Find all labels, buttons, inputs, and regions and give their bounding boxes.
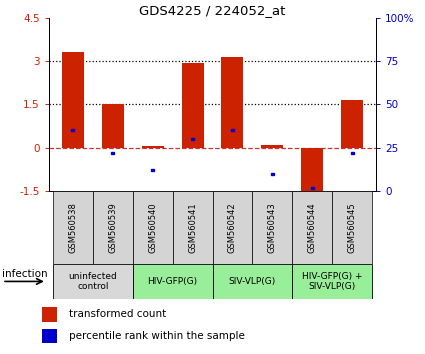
Bar — [53, 191, 93, 264]
Bar — [173, 191, 212, 264]
Bar — [351, 152, 354, 154]
Bar — [292, 264, 372, 299]
Text: GSM560542: GSM560542 — [228, 202, 237, 253]
Title: GDS4225 / 224052_at: GDS4225 / 224052_at — [139, 4, 286, 17]
Bar — [261, 145, 283, 148]
Text: GSM560544: GSM560544 — [308, 202, 317, 253]
Bar — [221, 57, 244, 148]
Bar — [191, 138, 194, 140]
Text: percentile rank within the sample: percentile rank within the sample — [69, 331, 245, 341]
Bar — [42, 307, 57, 322]
Bar — [252, 191, 292, 264]
Bar — [93, 191, 133, 264]
Text: HIV-GFP(G) +
SIV-VLP(G): HIV-GFP(G) + SIV-VLP(G) — [302, 272, 363, 291]
Bar — [181, 63, 204, 148]
Bar — [292, 191, 332, 264]
Bar — [151, 169, 154, 171]
Text: infection: infection — [2, 269, 48, 279]
Bar — [111, 152, 114, 154]
Text: GSM560543: GSM560543 — [268, 202, 277, 253]
Text: GSM560538: GSM560538 — [68, 202, 77, 253]
Bar — [332, 191, 372, 264]
Bar — [231, 130, 234, 131]
Bar — [301, 148, 323, 194]
Text: uninfected
control: uninfected control — [68, 272, 117, 291]
Text: SIV-VLP(G): SIV-VLP(G) — [229, 277, 276, 286]
Bar — [53, 264, 133, 299]
Bar — [311, 187, 314, 189]
Text: transformed count: transformed count — [69, 309, 167, 319]
Text: GSM560545: GSM560545 — [348, 202, 357, 253]
Text: GSM560541: GSM560541 — [188, 202, 197, 253]
Bar — [212, 191, 252, 264]
Bar — [133, 191, 173, 264]
Bar — [102, 104, 124, 148]
Bar — [341, 100, 363, 148]
Bar — [271, 173, 274, 175]
Text: GSM560539: GSM560539 — [108, 202, 117, 253]
Bar — [212, 264, 292, 299]
Text: GSM560540: GSM560540 — [148, 202, 157, 253]
Text: HIV-GFP(G): HIV-GFP(G) — [147, 277, 198, 286]
Bar — [71, 130, 74, 131]
Bar — [142, 146, 164, 148]
Bar — [133, 264, 212, 299]
Bar — [62, 52, 84, 148]
Bar — [42, 329, 57, 343]
